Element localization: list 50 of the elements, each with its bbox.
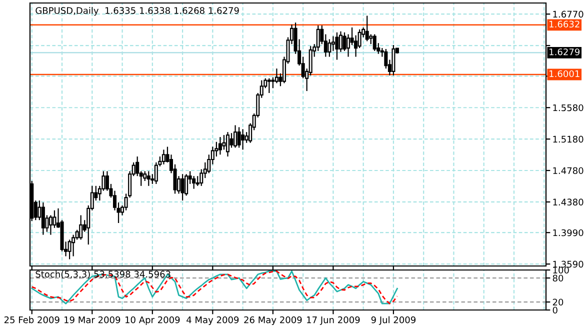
candlestick bbox=[274, 68, 278, 84]
chart-title: GBPUSD,Daily 1.6335 1.6338 1.6268 1.6279 bbox=[36, 6, 239, 16]
candlestick bbox=[365, 15, 369, 42]
candlestick bbox=[267, 78, 271, 94]
y-tick-label: 1.4780 bbox=[553, 167, 584, 174]
x-tick-label: 4 May 2009 bbox=[186, 316, 239, 325]
x-tick-label: 19 Mar 2009 bbox=[64, 316, 120, 324]
y-tick-label: 1.6770 bbox=[553, 10, 584, 18]
candlestick bbox=[162, 149, 166, 165]
y-tick-label: 100 bbox=[553, 266, 569, 274]
y-tick-label: 80 bbox=[552, 274, 564, 282]
candlestick bbox=[52, 210, 56, 228]
chart-title: Stoch(5,3,3) 53.5398 34.5963 bbox=[36, 270, 170, 279]
ref-line-label: 1.6279 bbox=[550, 48, 580, 56]
candlestick bbox=[72, 234, 76, 257]
y-tick-label: 1.3590 bbox=[553, 260, 584, 268]
y-tick-label: 1.3990 bbox=[553, 229, 584, 236]
candlestick bbox=[234, 124, 238, 148]
candlestick bbox=[328, 38, 332, 58]
y-tick-label: 1.5180 bbox=[553, 136, 584, 143]
candlestick bbox=[335, 32, 339, 60]
line-series bbox=[31, 270, 398, 304]
candlestick bbox=[180, 174, 184, 202]
candlestick bbox=[79, 214, 83, 240]
x-tick-label: 25 Feb 2009 bbox=[4, 316, 60, 324]
y-tick-label: 1.4380 bbox=[553, 198, 584, 206]
candlestick bbox=[48, 214, 52, 236]
candlestick bbox=[41, 202, 45, 236]
candlestick bbox=[230, 132, 234, 148]
candlestick bbox=[68, 239, 72, 260]
candlestick bbox=[392, 44, 396, 76]
y-tick-label: 0 bbox=[552, 306, 558, 314]
candlestick bbox=[271, 76, 275, 89]
x-tick-label: 9 Jul 2009 bbox=[371, 316, 416, 325]
y-tick-label: 20 bbox=[552, 298, 564, 306]
y-tick-label: 1.5580 bbox=[553, 104, 584, 112]
candlestick bbox=[184, 174, 188, 196]
candlestick bbox=[372, 34, 376, 52]
x-tick-label: 26 May 2009 bbox=[244, 316, 302, 325]
x-tick-label: 17 Jun 2009 bbox=[307, 316, 360, 325]
candlestick bbox=[222, 134, 226, 150]
candlestick bbox=[143, 170, 147, 182]
candlestick bbox=[226, 132, 230, 158]
ref-line-label: 1.6632 bbox=[550, 20, 580, 28]
candlestick bbox=[241, 128, 245, 150]
ref-line-label: 1.6001 bbox=[550, 70, 580, 78]
x-tick-label: 10 Apr 2009 bbox=[125, 316, 180, 325]
candlestick bbox=[237, 126, 241, 148]
candlestick bbox=[146, 170, 150, 186]
candlestick bbox=[218, 136, 222, 156]
